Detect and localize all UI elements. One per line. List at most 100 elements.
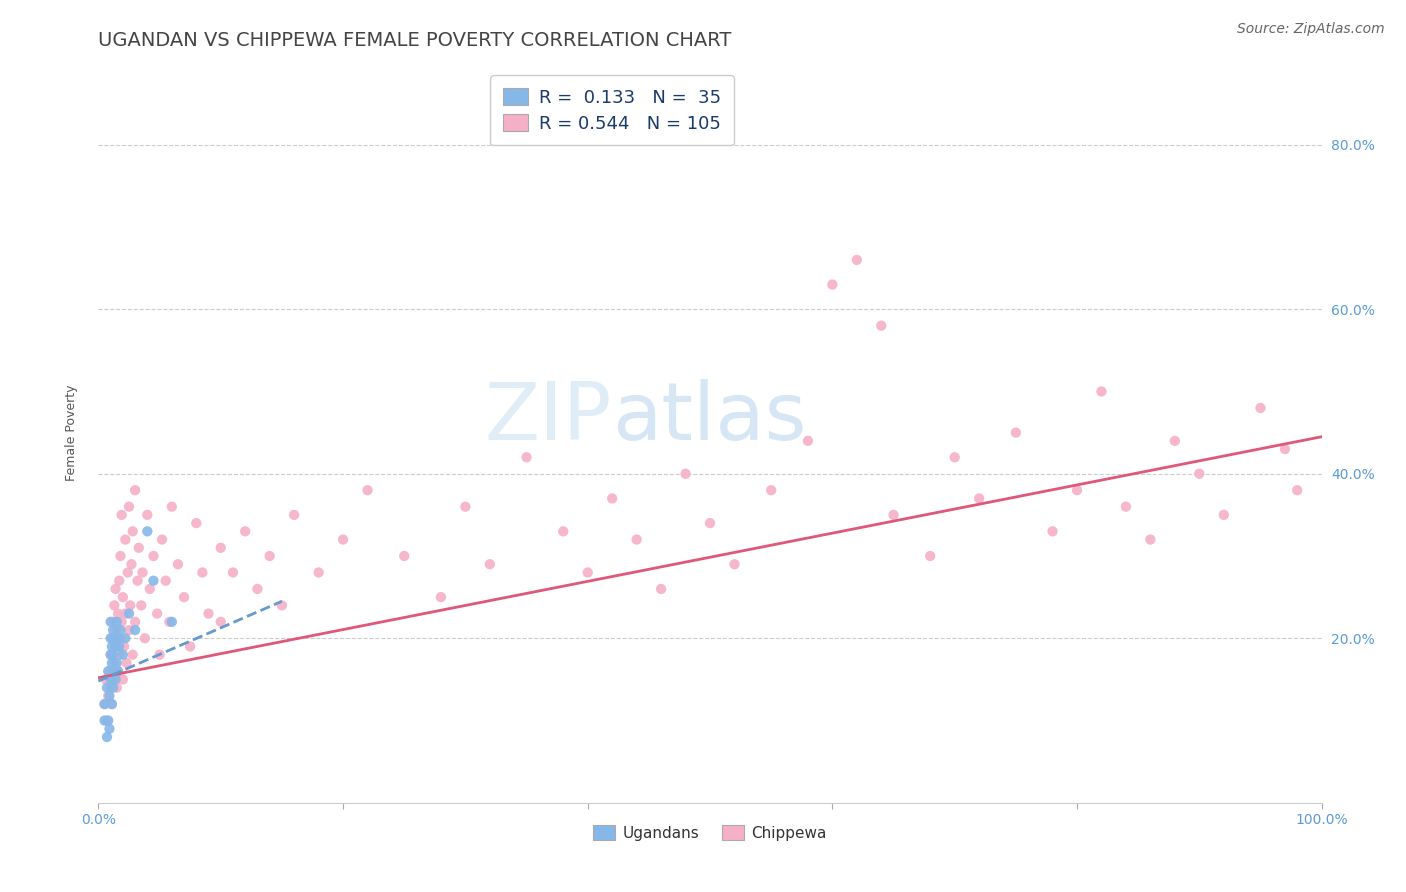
Point: [96, 730, 118, 744]
Point: [111, 508, 134, 522]
Point: [283, 508, 305, 522]
Point: [943, 450, 966, 465]
Point: [576, 566, 599, 580]
Point: [1212, 508, 1234, 522]
Point: [1188, 467, 1211, 481]
Point: [270, 599, 294, 613]
Point: [761, 483, 783, 498]
Point: [114, 632, 136, 646]
Point: [118, 607, 141, 621]
Point: [1164, 434, 1187, 448]
Point: [150, 533, 173, 547]
Point: [1090, 384, 1112, 399]
Point: [101, 632, 124, 646]
Point: [146, 607, 169, 621]
Point: [128, 541, 150, 555]
Point: [124, 483, 146, 498]
Text: Source: ZipAtlas.com: Source: ZipAtlas.com: [1237, 22, 1385, 37]
Point: [124, 623, 146, 637]
Point: [246, 582, 269, 596]
Text: atlas: atlas: [612, 379, 807, 457]
Point: [100, 673, 122, 687]
Point: [967, 491, 990, 506]
Point: [186, 516, 208, 530]
Point: [101, 640, 124, 654]
Point: [110, 623, 132, 637]
Point: [209, 615, 232, 629]
Point: [233, 524, 256, 539]
Point: [1042, 524, 1064, 539]
Point: [1274, 442, 1296, 456]
Point: [93, 714, 115, 728]
Point: [626, 533, 648, 547]
Point: [101, 681, 124, 695]
Point: [101, 697, 124, 711]
Point: [105, 623, 128, 637]
Point: [108, 574, 131, 588]
Point: [118, 500, 141, 514]
Point: [111, 590, 134, 604]
Point: [96, 681, 118, 695]
Point: [1286, 483, 1309, 498]
Point: [160, 615, 183, 629]
Point: [105, 656, 128, 670]
Point: [120, 599, 142, 613]
Point: [94, 673, 117, 687]
Point: [173, 590, 195, 604]
Point: [1115, 500, 1137, 514]
Point: [108, 648, 131, 662]
Point: [127, 574, 149, 588]
Point: [96, 714, 118, 728]
Point: [103, 599, 125, 613]
Point: [101, 615, 124, 629]
Point: [160, 500, 183, 514]
Point: [197, 607, 219, 621]
Point: [107, 632, 129, 646]
Point: [821, 277, 844, 292]
Point: [93, 697, 115, 711]
Point: [97, 664, 120, 678]
Point: [98, 722, 121, 736]
Point: [100, 615, 122, 629]
Point: [111, 648, 134, 662]
Point: [104, 673, 127, 687]
Point: [111, 673, 134, 687]
Point: [136, 524, 159, 539]
Point: [1066, 483, 1088, 498]
Point: [222, 566, 245, 580]
Point: [1004, 425, 1026, 440]
Point: [124, 615, 146, 629]
Point: [100, 648, 122, 662]
Point: [136, 508, 159, 522]
Point: [149, 648, 172, 662]
Point: [112, 640, 135, 654]
Point: [723, 558, 745, 572]
Point: [101, 656, 124, 670]
Legend: Ugandans, Chippewa: Ugandans, Chippewa: [588, 819, 832, 847]
Point: [883, 508, 905, 522]
Point: [107, 664, 129, 678]
Point: [103, 664, 125, 678]
Point: [1249, 401, 1271, 415]
Point: [675, 467, 697, 481]
Point: [100, 632, 122, 646]
Point: [114, 607, 136, 621]
Point: [209, 541, 232, 555]
Point: [114, 533, 136, 547]
Point: [600, 491, 623, 506]
Point: [97, 714, 120, 728]
Point: [93, 697, 115, 711]
Point: [167, 558, 190, 572]
Point: [108, 640, 131, 654]
Point: [179, 640, 201, 654]
Point: [115, 656, 138, 670]
Point: [111, 615, 134, 629]
Point: [120, 558, 142, 572]
Point: [870, 318, 893, 333]
Point: [118, 623, 141, 637]
Point: [103, 632, 125, 646]
Point: [1139, 533, 1161, 547]
Point: [104, 640, 127, 654]
Point: [142, 549, 165, 563]
Point: [139, 582, 162, 596]
